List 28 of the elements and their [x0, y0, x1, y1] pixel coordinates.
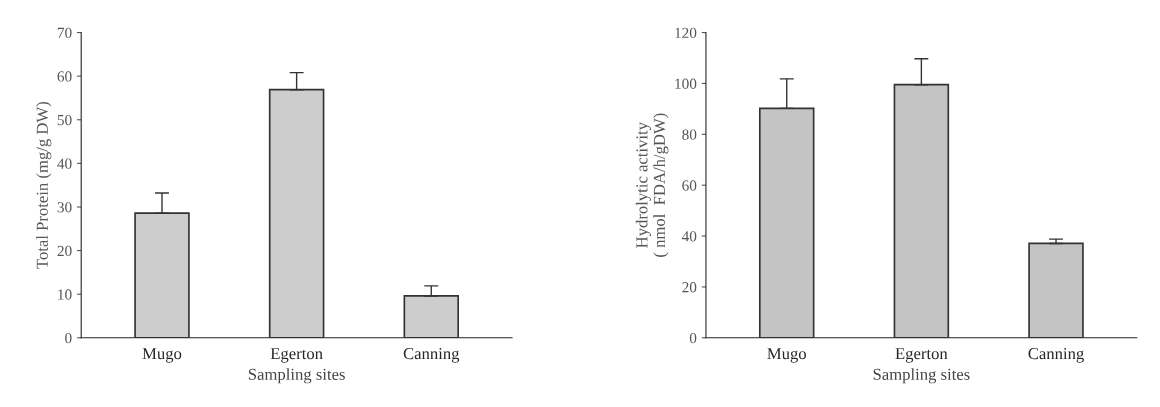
y-tick-label: 60 [57, 71, 72, 82]
y-tick-label: 80 [682, 129, 697, 140]
x-tick-label: Canning [1028, 348, 1084, 363]
y-tick-label: 50 [57, 114, 72, 126]
x-tick-label: Egerton [270, 348, 323, 363]
y-tick-label: 70 [57, 27, 72, 39]
y-tick-label: 40 [57, 158, 72, 169]
y-tick-label: 120 [675, 27, 697, 39]
y-tick-label: 30 [57, 202, 72, 213]
y-tick-label: 0 [65, 332, 72, 344]
x-tick-label: Canning [403, 348, 460, 363]
x-tick-label: Egerton [895, 348, 948, 363]
x-axis-title: Sampling sites [873, 368, 970, 384]
bar [403, 295, 460, 338]
y-tick-label: 0 [689, 332, 697, 344]
y-tick-label: 20 [682, 282, 697, 293]
x-tick-label: Mugo [767, 348, 806, 363]
y-tick-label: 10 [58, 289, 72, 300]
y-tick-label: 60 [682, 180, 697, 191]
x-tick-label: Mugo [142, 348, 182, 363]
bar [1028, 242, 1084, 338]
bar [134, 212, 190, 338]
x-axis-title: Sampling sites [248, 368, 345, 384]
y-axis-title: Total Protein (mg/g DW) [36, 102, 52, 269]
y-tick-label: 100 [675, 78, 697, 89]
y-tick-label: 40 [681, 231, 697, 242]
y-axis-title: Hydrolytic activity ( nmol FDA/h/gDW) [635, 113, 669, 257]
y-tick-label: 20 [57, 245, 72, 257]
